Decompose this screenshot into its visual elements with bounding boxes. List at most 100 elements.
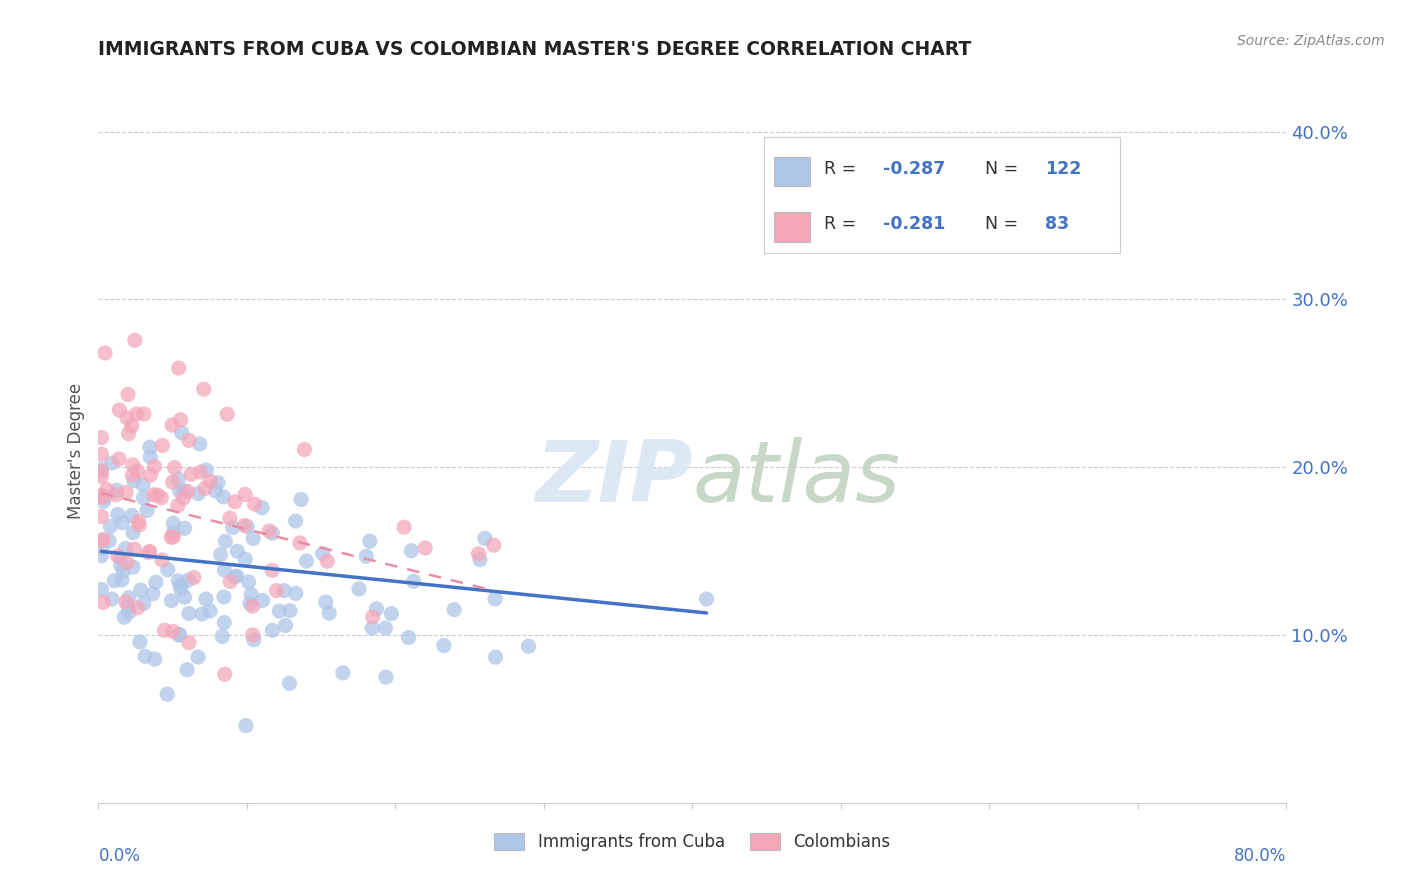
Point [177,635,200,649]
Point [257,524,280,538]
Point [240,588,263,602]
Point [356,549,378,564]
Point [312,546,335,560]
Point [167,574,190,588]
Point [242,532,264,546]
Point [166,499,188,513]
Point [177,607,200,621]
Point [139,450,162,464]
Point [176,663,198,677]
Point [122,525,145,540]
Point [484,591,506,606]
Point [94,490,117,504]
Point [118,591,141,605]
Point [136,503,159,517]
Point [134,649,156,664]
Point [162,530,184,544]
Point [242,628,264,642]
Point [252,593,274,607]
Point [224,495,246,509]
Point [266,583,288,598]
Point [274,618,297,632]
Point [243,497,266,511]
Point [366,602,388,616]
Point [188,465,211,479]
Point [91,595,114,609]
Point [117,387,139,401]
Point [194,592,217,607]
Point [132,596,155,610]
Point [167,628,190,642]
Point [122,560,145,574]
Point [162,624,184,639]
Point [132,491,155,505]
Point [90,541,112,556]
Point [183,570,205,584]
Point [262,563,284,577]
Point [160,417,183,432]
Legend: Immigrants from Cuba, Colombians: Immigrants from Cuba, Colombians [488,826,897,858]
Point [284,514,307,528]
Point [273,583,295,598]
Point [315,595,337,609]
Point [145,575,167,590]
Point [207,475,229,490]
Point [162,525,184,540]
Point [214,563,236,577]
Point [359,534,381,549]
Point [128,517,150,532]
Point [392,520,415,534]
Point [132,477,155,491]
Point [173,521,195,535]
Point [93,494,115,508]
Point [90,533,112,548]
Point [96,483,118,497]
Point [122,474,145,488]
Point [262,624,284,638]
Point [94,346,117,360]
Point [114,595,136,609]
Point [176,484,198,499]
Point [398,631,420,645]
Point [121,458,143,472]
Point [111,516,134,530]
Point [380,607,402,621]
Point [104,488,127,502]
Point [198,474,221,488]
Point [361,610,384,624]
Point [193,382,215,396]
Text: atlas: atlas [692,437,900,520]
Point [90,465,112,479]
Point [177,434,200,448]
Point [139,440,162,454]
Point [170,425,193,440]
Point [125,407,148,421]
Point [108,403,131,417]
Point [212,590,235,604]
Point [191,607,214,621]
Text: R =: R = [824,161,862,178]
Point [180,467,202,482]
Text: IMMIGRANTS FROM CUBA VS COLOMBIAN MASTER'S DEGREE CORRELATION CHART: IMMIGRANTS FROM CUBA VS COLOMBIAN MASTER… [98,40,972,59]
Point [217,407,239,421]
Point [250,500,273,515]
Point [219,511,242,525]
Point [132,407,155,421]
Point [160,530,183,544]
Point [91,533,114,547]
Point [110,558,132,572]
Point [278,604,301,618]
Point [243,632,266,647]
Point [90,509,112,524]
Point [150,491,173,505]
Point [160,593,183,607]
Point [238,574,260,589]
Point [173,590,195,604]
Point [696,592,718,607]
Point [214,534,236,549]
Point [173,483,195,498]
Text: 0.0%: 0.0% [98,847,141,864]
Point [150,553,173,567]
Point [443,602,465,616]
Point [295,554,318,568]
